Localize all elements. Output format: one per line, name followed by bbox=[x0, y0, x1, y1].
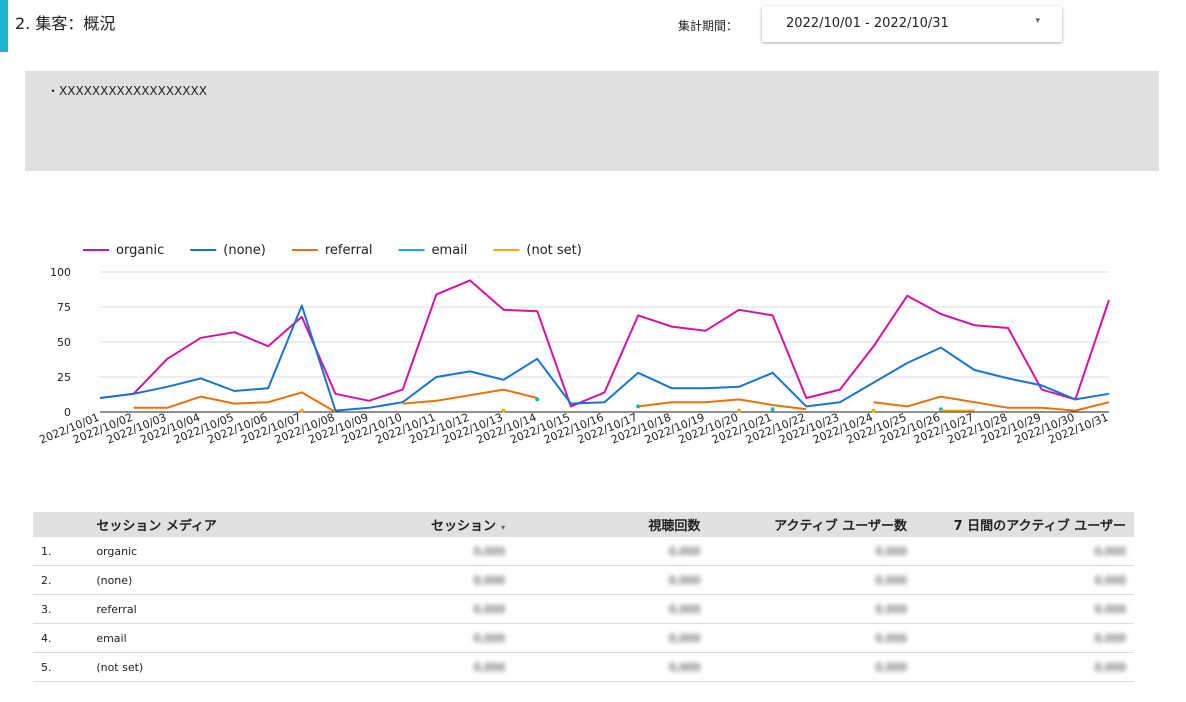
row-weekly-active-users: 0,000 bbox=[914, 565, 1134, 595]
data-point-notset bbox=[501, 408, 506, 413]
series-line-referral bbox=[638, 398, 807, 411]
table-row: 5. (not set) 0,000 0,000 0,000 0,000 bbox=[33, 652, 1134, 682]
row-index: 1. bbox=[33, 537, 89, 566]
table-row: 4. email 0,000 0,000 0,000 0,000 bbox=[33, 623, 1134, 653]
y-tick-label: 100 bbox=[50, 266, 71, 279]
accent-bar bbox=[0, 0, 8, 52]
x-axis: 2022/10/012022/10/022022/10/032022/10/04… bbox=[37, 411, 1110, 447]
data-point-email bbox=[770, 407, 775, 412]
legend-label-organic: organic bbox=[116, 243, 164, 258]
y-axis: 0 25 50 75 100 bbox=[50, 266, 71, 419]
series-line-none bbox=[99, 304, 1110, 412]
row-medium: referral bbox=[88, 594, 371, 624]
row-medium: organic bbox=[88, 537, 371, 566]
row-views: 0,000 bbox=[513, 623, 709, 653]
row-weekly-active-users: 0,000 bbox=[914, 623, 1134, 653]
row-index: 2. bbox=[33, 565, 89, 595]
series-line-referral bbox=[873, 395, 1110, 412]
y-tick-label: 50 bbox=[57, 336, 71, 349]
legend-label-notset: (not set) bbox=[526, 243, 581, 258]
page-title: 2. 集客：概況 bbox=[15, 14, 116, 33]
legend-label-none: (none) bbox=[223, 243, 266, 258]
row-index: 4. bbox=[33, 623, 89, 653]
row-medium: (not set) bbox=[88, 652, 371, 682]
row-sessions: 0,000 bbox=[370, 652, 514, 682]
header-active-users[interactable]: アクティブ ユーザー数 bbox=[774, 519, 907, 534]
header-views[interactable]: 視聴回数 bbox=[648, 519, 701, 534]
data-point-notset bbox=[299, 408, 304, 413]
y-tick-label: 25 bbox=[57, 371, 71, 384]
series-line-referral bbox=[133, 391, 336, 413]
header-medium[interactable]: セッション メディア bbox=[96, 519, 217, 534]
row-sessions: 0,000 bbox=[370, 565, 514, 595]
data-point-email bbox=[636, 404, 641, 409]
row-active-users: 0,000 bbox=[708, 537, 915, 566]
medium-table: セッション メディア セッション ▾ 視聴回数 アクティブ ユーザー数 7 日間の… bbox=[33, 512, 1134, 682]
row-active-users: 0,000 bbox=[708, 594, 915, 624]
data-point-notset bbox=[737, 408, 742, 413]
chart-grid bbox=[100, 271, 1109, 413]
chevron-down-icon: ▾ bbox=[1035, 16, 1040, 26]
row-sessions: 0,000 bbox=[370, 623, 514, 653]
row-views: 0,000 bbox=[513, 594, 709, 624]
row-weekly-active-users: 0,000 bbox=[914, 537, 1134, 566]
row-index: 5. bbox=[33, 652, 89, 682]
row-weekly-active-users: 0,000 bbox=[914, 652, 1134, 682]
y-tick-label: 75 bbox=[57, 301, 71, 314]
header-sessions[interactable]: セッション ▾ bbox=[371, 512, 513, 537]
row-sessions: 0,000 bbox=[370, 594, 514, 624]
chart-legend: organic (none) referral email (not set) bbox=[83, 243, 582, 258]
row-views: 0,000 bbox=[513, 565, 709, 595]
row-sessions: 0,000 bbox=[370, 537, 514, 566]
data-point-email bbox=[535, 397, 540, 402]
line-chart: organic (none) referral email (not set) 0 25 5… bbox=[37, 243, 1110, 447]
table-header-row: セッション メディア セッション ▾ 視聴回数 アクティブ ユーザー数 7 日間の… bbox=[33, 512, 1134, 537]
table-row: 1. organic 0,000 0,000 0,000 0,000 bbox=[33, 537, 1134, 566]
header-index bbox=[33, 512, 88, 537]
header-sessions-label: セッション bbox=[431, 519, 497, 534]
row-weekly-active-users: 0,000 bbox=[914, 594, 1134, 624]
date-range-picker[interactable]: 2022/10/01 - 2022/10/31 ▾ bbox=[762, 6, 1062, 42]
note-text: ・XXXXXXXXXXXXXXXXXX bbox=[47, 84, 207, 98]
sort-desc-icon: ▾ bbox=[501, 523, 506, 532]
legend-label-email: email bbox=[432, 243, 468, 258]
row-index: 3. bbox=[33, 594, 89, 624]
row-views: 0,000 bbox=[513, 652, 709, 682]
row-active-users: 0,000 bbox=[708, 652, 915, 682]
table-row: 3. referral 0,000 0,000 0,000 0,000 bbox=[33, 594, 1134, 624]
series-line-organic bbox=[99, 279, 1110, 408]
data-point-notset bbox=[871, 408, 876, 413]
row-medium: (none) bbox=[88, 565, 371, 595]
row-active-users: 0,000 bbox=[708, 623, 915, 653]
table-row: 2. (none) 0,000 0,000 0,000 0,000 bbox=[33, 565, 1134, 595]
chart-series bbox=[99, 279, 1110, 413]
note-box: ・XXXXXXXXXXXXXXXXXX bbox=[25, 71, 1159, 171]
period-label: 集計期間： bbox=[678, 19, 739, 33]
date-range-value: 2022/10/01 - 2022/10/31 bbox=[786, 16, 949, 31]
y-tick-label: 0 bbox=[64, 406, 71, 419]
header-weekly-active-users[interactable]: 7 日間のアクティブ ユーザー bbox=[953, 519, 1126, 534]
series-line-referral bbox=[402, 388, 538, 405]
row-medium: email bbox=[88, 623, 371, 653]
row-active-users: 0,000 bbox=[708, 565, 915, 595]
row-views: 0,000 bbox=[513, 537, 709, 566]
legend-label-referral: referral bbox=[325, 243, 373, 258]
